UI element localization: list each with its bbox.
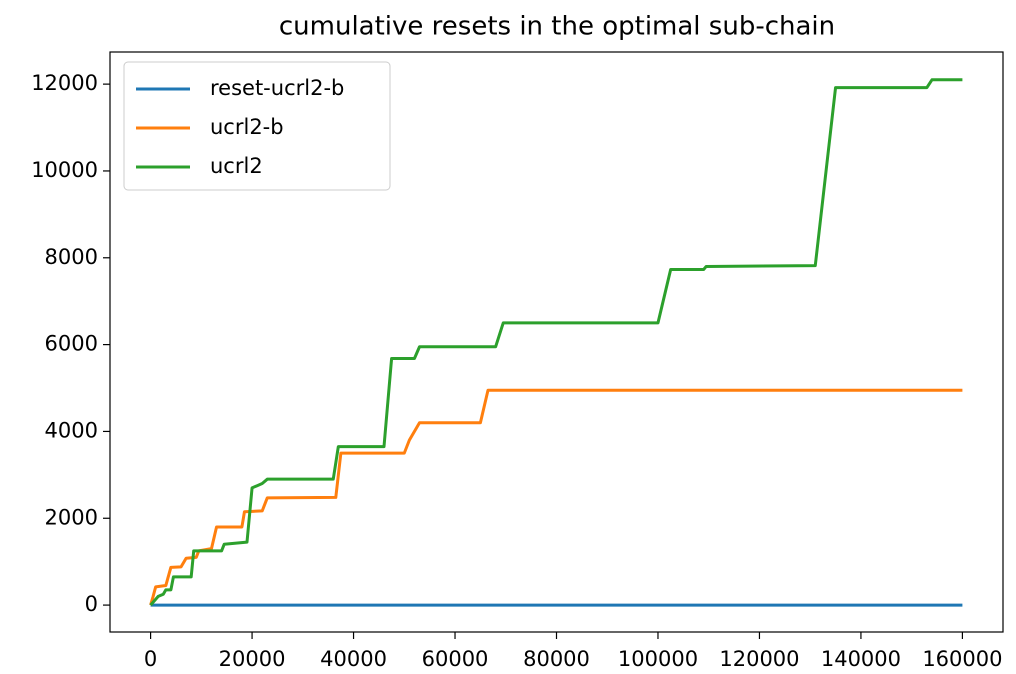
chart-title: cumulative resets in the optimal sub-cha… <box>279 12 835 42</box>
plot-frame <box>109 51 1004 633</box>
x-tick-label: 60000 <box>422 647 489 671</box>
legend-label: ucrl2-b <box>210 115 284 139</box>
legend-box <box>123 61 391 191</box>
y-tick-label: 4000 <box>45 418 98 442</box>
x-tick-label: 160000 <box>922 647 1002 671</box>
line <box>149 78 963 607</box>
x-tick-label: 80000 <box>523 647 590 671</box>
x-tick-label: 20000 <box>219 647 286 671</box>
y-tick-label: 10000 <box>31 158 98 182</box>
x-tick-label: 40000 <box>320 647 387 671</box>
y-tick-label: 12000 <box>31 71 98 95</box>
y-tick-label: 0 <box>85 592 98 616</box>
y-tick-label: 2000 <box>45 505 98 529</box>
line <box>149 388 963 606</box>
y-tick-label: 8000 <box>45 245 98 269</box>
legend-label: reset-ucrl2-b <box>210 76 344 100</box>
x-tick-label: 120000 <box>719 647 799 671</box>
x-tick-label: 140000 <box>821 647 901 671</box>
legend-label: ucrl2 <box>210 154 263 178</box>
x-tick-label: 100000 <box>618 647 698 671</box>
y-tick-label: 6000 <box>45 332 98 356</box>
x-tick-label: 0 <box>144 647 157 671</box>
